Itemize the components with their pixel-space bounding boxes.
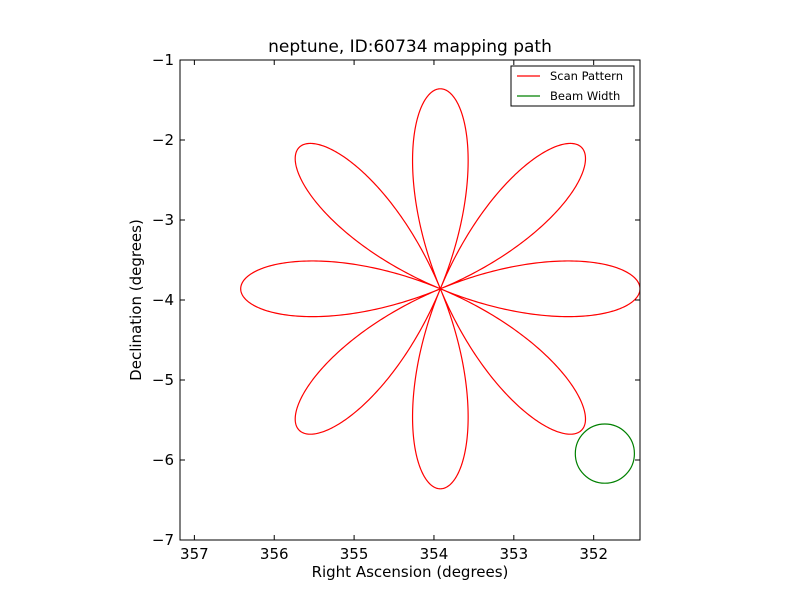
beam-width-circle [574,423,636,484]
x-tick-label: 353 [499,545,528,563]
y-axis-label: Declination (degrees) [127,219,145,381]
x-axis-label: Right Ascension (degrees) [312,563,509,581]
legend: Scan Pattern Beam Width [510,65,635,107]
y-tick-label: −3 [152,211,174,229]
x-tick-label: 357 [180,545,209,563]
y-tick-label: −2 [152,131,174,149]
axis-ticks: 357 356 355 354 353 352 −1 −2 −3 −4 −5 −6 −7 [152,51,640,563]
legend-box [510,65,635,107]
legend-label-scan-pattern: Scan Pattern [550,69,623,83]
y-tick-label: −1 [152,51,174,69]
y-tick-label: −4 [152,291,174,309]
data-layer [240,88,640,490]
x-tick-label: 354 [420,545,449,563]
x-tick-label: 352 [579,545,608,563]
legend-label-beam-width: Beam Width [550,89,620,103]
x-tick-label: 356 [260,545,289,563]
x-tick-label: 355 [340,545,369,563]
y-tick-label: −6 [152,451,174,469]
chart-title: neptune, ID:60734 mapping path [268,37,552,57]
y-tick-label: −5 [152,371,174,389]
y-tick-label: −7 [152,531,174,549]
scan-pattern-line [240,88,640,490]
